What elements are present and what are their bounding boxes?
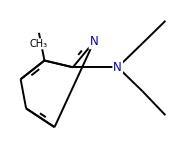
Text: CH₃: CH₃ [30,39,48,49]
Text: N: N [89,35,98,48]
Text: N: N [113,61,122,74]
